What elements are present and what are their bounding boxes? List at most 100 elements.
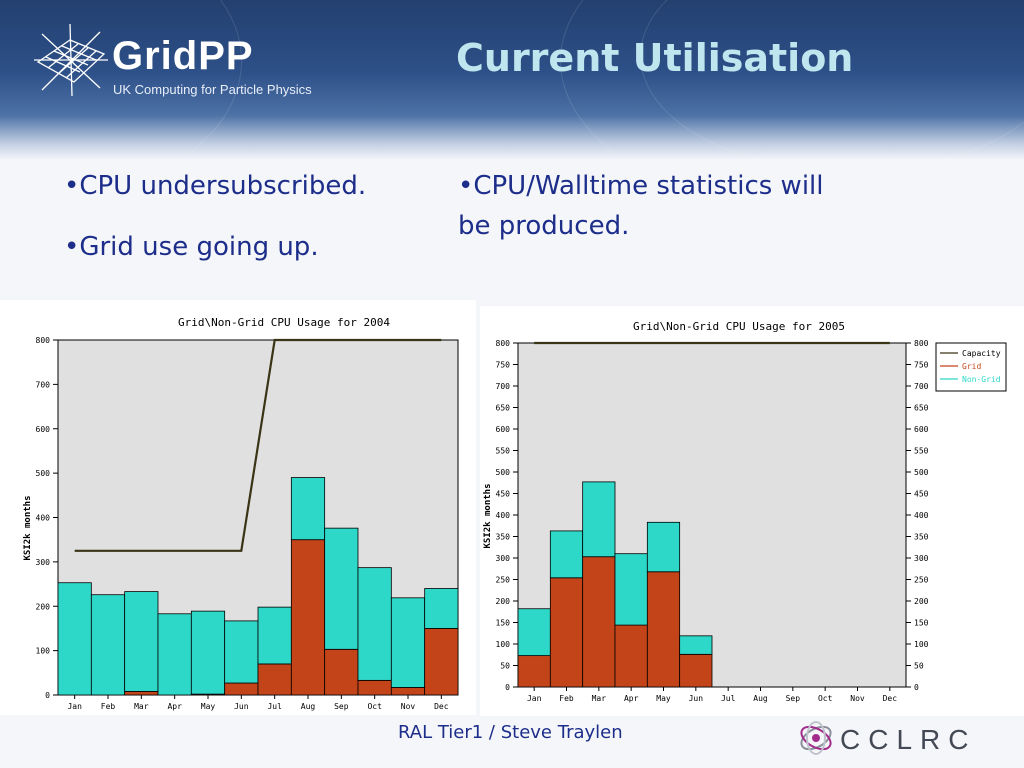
legend-box (935, 342, 1007, 392)
y-tick-label-right: 550 (914, 447, 929, 456)
x-tick-label: Feb (101, 702, 116, 711)
capacity-line (74, 338, 442, 552)
legend-label-non-grid: Non-Grid (962, 375, 1001, 384)
y-tick-label-right: 700 (914, 382, 929, 391)
x-tick-label: May (656, 694, 671, 703)
y-tick-label: 600 (36, 425, 51, 434)
legend-label-grid: Grid (962, 362, 981, 371)
cclrc-logo-text: CCLRC (840, 724, 977, 755)
bar-non-grid (582, 481, 616, 558)
bar-grid (549, 577, 584, 688)
bar-grid (390, 687, 426, 696)
bar-grid (357, 679, 392, 696)
bar-grid (646, 571, 681, 688)
y-tick-label-right: 800 (914, 339, 929, 348)
y-tick-label: 400 (496, 511, 511, 520)
bar-grid (582, 556, 616, 688)
y-tick-label: 350 (496, 533, 511, 542)
y-tick-label: 700 (496, 382, 511, 391)
y-tick-label: 200 (496, 597, 511, 606)
footer-author: RAL Tier1 / Steve Traylen (398, 722, 623, 743)
y-tick-label: 700 (36, 380, 51, 389)
x-tick-label: Nov (850, 694, 865, 703)
bar-non-grid (424, 588, 459, 629)
y-axis-label: KSI2k months (23, 495, 33, 560)
y-tick-label-right: 300 (914, 554, 929, 563)
bullet-item: •CPU/Walltime statistics will (458, 171, 824, 201)
x-tick-label: Jan (67, 702, 82, 711)
x-tick-label: Aug (753, 694, 768, 703)
y-tick-label-right: 100 (914, 640, 929, 649)
x-tick-label: Jul (721, 694, 736, 703)
y-tick-label: 650 (496, 404, 511, 413)
cclrc-logo-icon (800, 721, 832, 755)
y-tick-label: 550 (496, 447, 511, 456)
x-tick-label: Jun (234, 702, 249, 711)
bar-non-grid (357, 567, 392, 681)
y-tick-label-right: 650 (914, 404, 929, 413)
y-tick-label-right: 200 (914, 597, 929, 606)
chart-title: Grid\Non-Grid CPU Usage for 2005 (633, 320, 845, 333)
logo-name: GridPP (112, 34, 254, 78)
chart-legend: Capacity Grid Non-Grid (935, 342, 1007, 392)
y-tick-label: 100 (36, 647, 51, 656)
gridpp-logo-icon (34, 23, 108, 97)
x-tick-label: Nov (401, 702, 416, 711)
x-tick-label: Dec (434, 702, 449, 711)
y-tick-label: 50 (500, 662, 510, 671)
legend-label-capacity: Capacity (962, 349, 1001, 358)
y-tick-label-right: 50 (914, 662, 924, 671)
bullet-item: be produced. (458, 211, 630, 241)
y-tick-label: 450 (496, 490, 511, 499)
y-tick-label-right: 400 (914, 511, 929, 520)
x-tick-label: Oct (367, 702, 382, 711)
bar-non-grid (549, 530, 584, 579)
bar-non-grid (614, 553, 648, 626)
bar-grid (614, 624, 648, 688)
y-tick-label: 0 (505, 683, 510, 692)
y-tick-label: 600 (496, 425, 511, 434)
y-tick-label-right: 0 (914, 683, 919, 692)
y-tick-label-right: 350 (914, 533, 929, 542)
chart-title: Grid\Non-Grid CPU Usage for 2004 (178, 316, 390, 329)
y-tick-label: 800 (496, 339, 511, 348)
y-tick-label: 250 (496, 576, 511, 585)
y-tick-label-right: 750 (914, 361, 929, 370)
y-tick-label-right: 150 (914, 619, 929, 628)
y-tick-label: 0 (45, 691, 50, 700)
bar-non-grid (124, 591, 159, 692)
bar-grid (324, 648, 359, 696)
y-tick-label: 500 (36, 469, 51, 478)
y-tick-label: 150 (496, 619, 511, 628)
bar-non-grid (224, 620, 259, 684)
x-tick-label: Jun (689, 694, 704, 703)
x-tick-label: Aug (301, 702, 316, 711)
bullet-item: •CPU undersubscribed. (64, 171, 367, 201)
page-title: Current Utilisation (456, 36, 854, 80)
bar-non-grid (157, 613, 192, 696)
x-tick-label: Oct (818, 694, 833, 703)
x-tick-label: May (201, 702, 216, 711)
bar-non-grid (290, 477, 326, 541)
bar-non-grid (57, 582, 92, 696)
x-tick-label: Sep (334, 702, 349, 711)
y-tick-label: 100 (496, 640, 511, 649)
x-tick-label: Apr (167, 702, 182, 711)
bar-non-grid (517, 608, 551, 657)
bar-non-grid (646, 521, 681, 573)
y-tick-label: 200 (36, 602, 51, 611)
y-tick-label-right: 600 (914, 425, 929, 434)
y-tick-label: 750 (496, 361, 511, 370)
y-tick-label-right: 500 (914, 468, 929, 477)
logo-tagline: UK Computing for Particle Physics (113, 82, 312, 97)
y-tick-label-right: 450 (914, 490, 929, 499)
x-tick-label: Apr (624, 694, 639, 703)
x-tick-label: Mar (592, 694, 607, 703)
bar-non-grid (257, 606, 292, 665)
bar-non-grid (679, 635, 713, 655)
bar-grid (424, 628, 459, 696)
y-tick-label: 800 (36, 336, 51, 345)
chart-2005: Grid\Non-Grid CPU Usage for 2005 Jan Feb M… (480, 306, 1024, 716)
banner-decoration (640, 0, 1024, 160)
bar-grid (224, 682, 259, 696)
